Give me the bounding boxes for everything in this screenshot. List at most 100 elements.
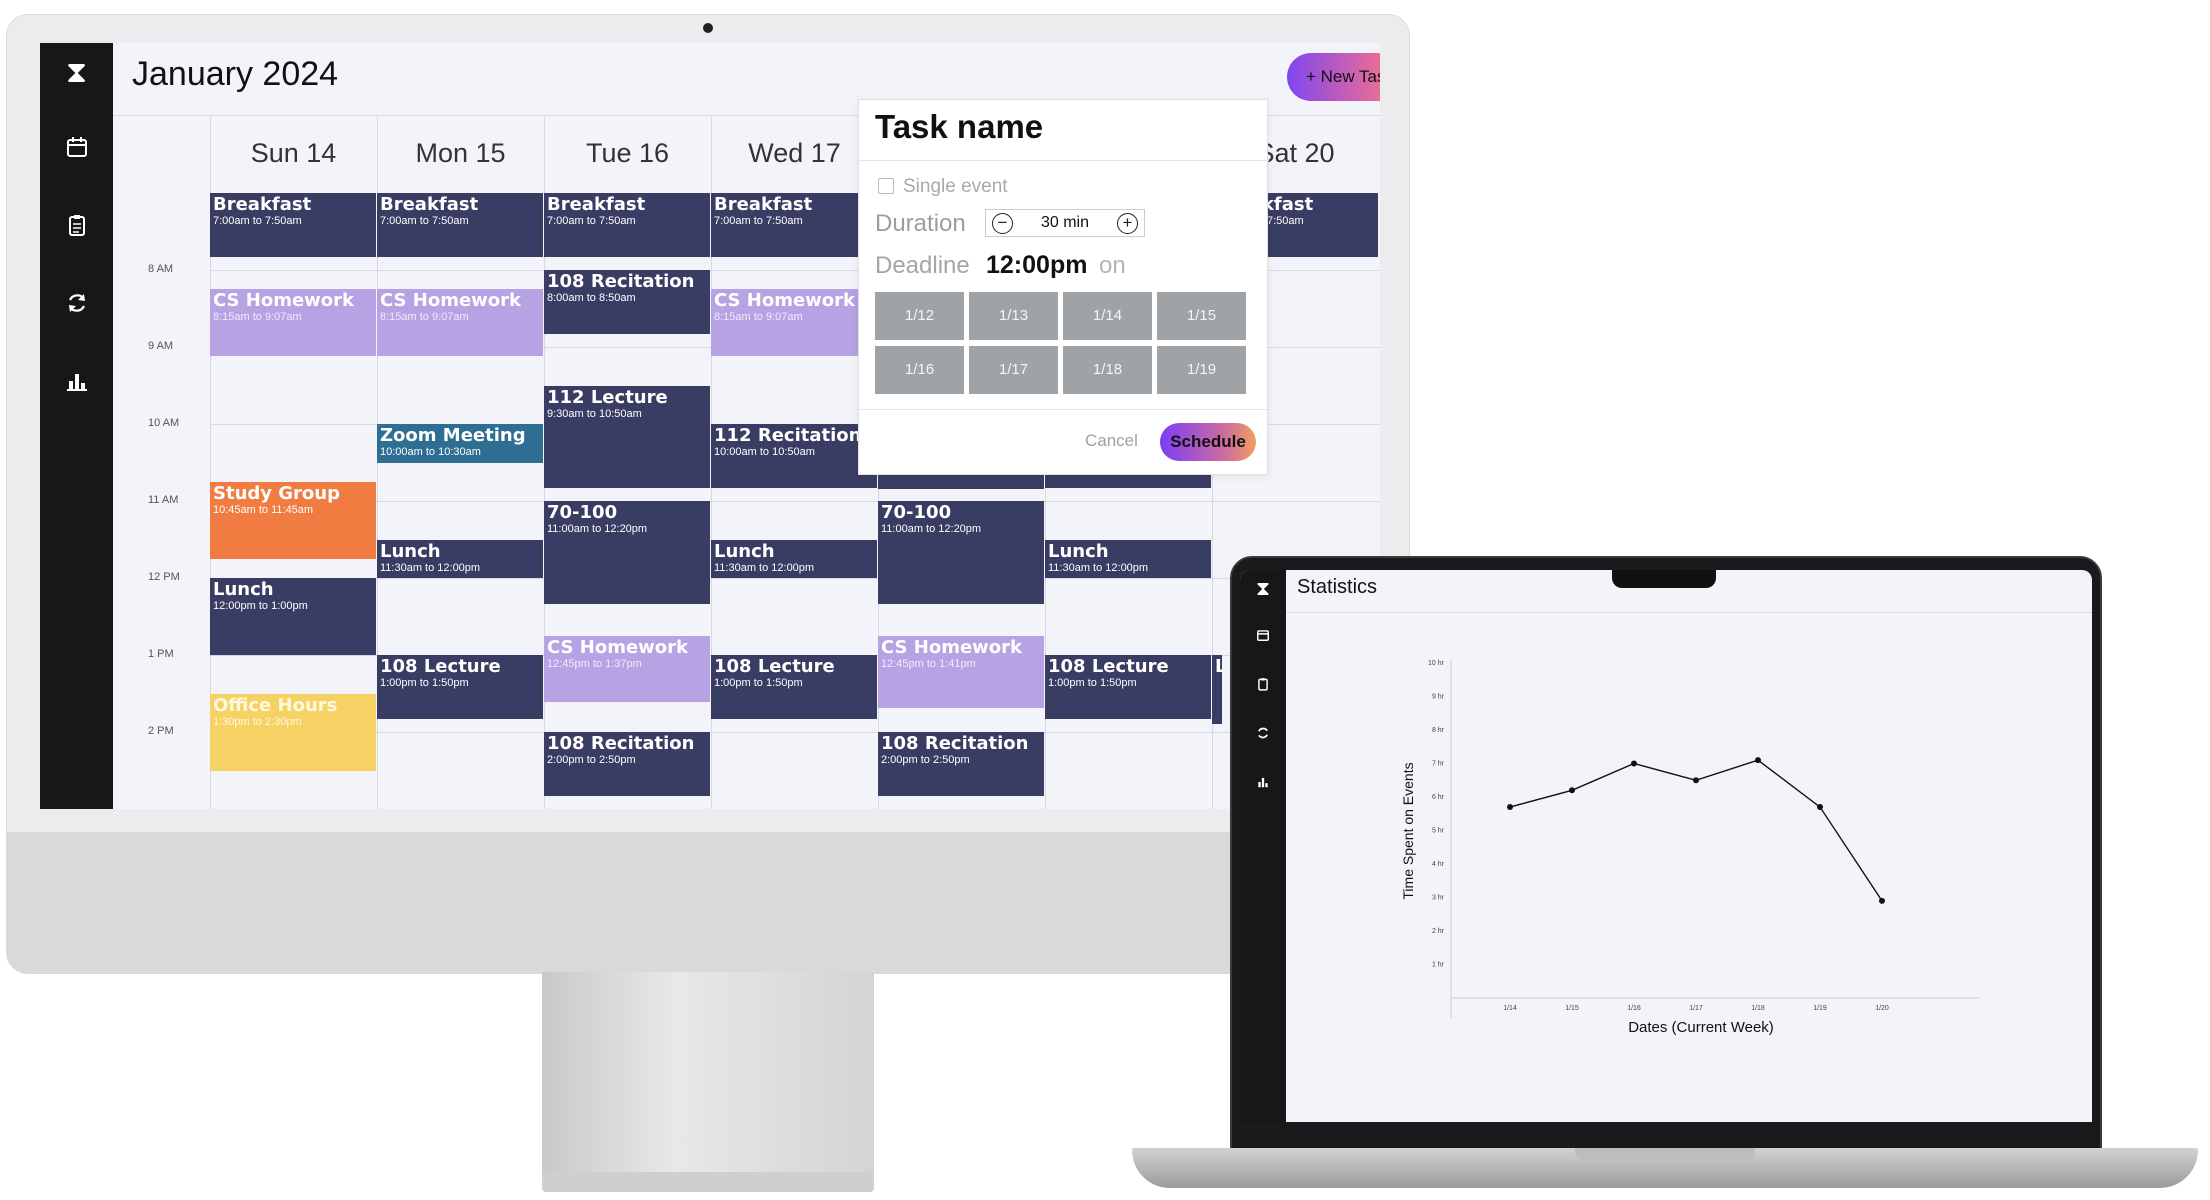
clipboard-icon[interactable]: [1240, 677, 1286, 695]
calendar-event[interactable]: Study Group 10:45am to 11:45am: [210, 481, 376, 559]
hourglass-logo-icon[interactable]: ⧗: [1255, 576, 1271, 600]
page-title: Statistics: [1297, 576, 1378, 598]
deadline-time[interactable]: 12:00pm: [986, 251, 1088, 279]
bar-chart-icon[interactable]: [1240, 775, 1286, 793]
event-time: 10:00am to 10:50am: [714, 446, 815, 458]
date-button[interactable]: 1/12: [875, 292, 964, 340]
refresh-icon[interactable]: [40, 291, 113, 321]
task-modal: Task name Single event Duration − 30 min…: [858, 99, 1269, 475]
x-tick-label: 1/18: [1751, 1005, 1765, 1012]
event-title: Breakfast: [714, 194, 813, 215]
day-header[interactable]: Sun 14: [250, 138, 337, 168]
laptop-base-notch: [1575, 1148, 1755, 1160]
calendar-event[interactable]: Lunch 12:00pm to 1:00pm: [210, 578, 376, 655]
calendar-event[interactable]: 108 Recitation 8:00am to 8:50am: [544, 270, 710, 335]
single-event-checkbox[interactable]: [878, 178, 894, 194]
date-button[interactable]: 1/17: [969, 346, 1058, 394]
calendar-event[interactable]: 108 Recitation 2:00pm to 2:50pm: [878, 732, 1044, 797]
data-point: [1879, 897, 1885, 904]
calendar-event[interactable]: CS Homework 8:15am to 9:07am: [210, 289, 376, 356]
bar-chart-icon[interactable]: [40, 369, 113, 399]
calendar-event[interactable]: 108 Lecture 1:00pm to 1:50pm: [711, 655, 877, 720]
event-title: 108 Lecture: [714, 656, 835, 677]
hour-label: 8 AM: [148, 263, 174, 275]
modal-divider: [859, 409, 1269, 410]
date-button[interactable]: 1/16: [875, 346, 964, 394]
event-time: 8:15am to 9:07am: [714, 311, 803, 324]
schedule-button[interactable]: Schedule: [1160, 423, 1256, 461]
calendar-event[interactable]: L: [1212, 655, 1222, 725]
y-tick-label: 5 hr: [1432, 828, 1445, 835]
new-task-button[interactable]: + New Task: [1287, 53, 1380, 101]
event-title: Study Group: [213, 482, 340, 504]
calendar-event[interactable]: Breakfast 7:00am to 7:50am: [377, 193, 543, 258]
calendar-event[interactable]: 70-100 11:00am to 12:20pm: [878, 501, 1044, 604]
plus-icon[interactable]: +: [1117, 213, 1138, 234]
duration-value[interactable]: 30 min: [1040, 214, 1090, 231]
day-column-divider: [210, 115, 211, 809]
calendar-event[interactable]: 112 Recitation 10:00am to 10:50am: [711, 424, 877, 489]
calendar-event[interactable]: 112 Lecture 9:30am to 10:50am: [544, 385, 710, 489]
data-point: [1507, 804, 1513, 811]
calendar-event[interactable]: Breakfast 7:00am to 7:50am: [210, 193, 376, 258]
hourglass-logo-icon[interactable]: ⧗: [65, 55, 88, 90]
calendar-event[interactable]: CS Homework 8:15am to 9:07am: [377, 289, 543, 356]
cancel-button[interactable]: Cancel: [1085, 431, 1138, 450]
day-header[interactable]: Wed 17: [748, 138, 841, 168]
event-time: 8:15am to 9:07am: [213, 311, 302, 324]
x-tick-label: 1/15: [1565, 1005, 1579, 1012]
calendar-event[interactable]: 108 Lecture 1:00pm to 1:50pm: [1045, 655, 1211, 720]
calendar-event[interactable]: Breakfast 7:00am to 7:50am: [711, 193, 877, 258]
event-time: 2:00pm to 2:50pm: [881, 754, 970, 766]
date-button[interactable]: 1/14: [1063, 292, 1152, 340]
day-header[interactable]: Tue 16: [585, 138, 670, 168]
data-point: [1755, 757, 1761, 764]
calendar-icon[interactable]: [1240, 628, 1286, 646]
calendar-event[interactable]: CS Homework 12:45pm to 1:37pm: [544, 635, 710, 703]
calendar-event[interactable]: Lunch 11:30am to 12:00pm: [377, 539, 543, 578]
calendar-event[interactable]: 108 Recitation 2:00pm to 2:50pm: [544, 732, 710, 797]
calendar-icon[interactable]: [40, 135, 113, 165]
calendar-event[interactable]: Office Hours 1:30pm to 2:30pm: [210, 693, 376, 771]
x-tick-label: 1/14: [1503, 1005, 1517, 1012]
event-time: 1:00pm to 1:50pm: [714, 677, 803, 689]
date-button[interactable]: 1/18: [1063, 346, 1152, 394]
event-title: 70-100: [881, 502, 952, 523]
event-title: 108 Recitation: [547, 271, 695, 292]
event-title: CS Homework: [547, 636, 689, 658]
event-title: CS Homework: [881, 636, 1023, 658]
minus-icon[interactable]: −: [992, 213, 1013, 234]
date-button[interactable]: 1/15: [1157, 292, 1246, 340]
event-time: 11:00am to 12:20pm: [881, 523, 982, 535]
date-button[interactable]: 1/19: [1157, 346, 1246, 394]
hour-label: 12 PM: [148, 571, 180, 583]
task-name-input[interactable]: Task name: [875, 108, 1044, 145]
clipboard-icon[interactable]: [40, 213, 113, 243]
refresh-icon[interactable]: [1240, 726, 1286, 744]
time-spent-line-chart: 1 hr 2 hr 3 hr 4 hr 5 hr 6 hr 7 hr 8 hr 9 hr 10 h…: [1400, 659, 1980, 1036]
event-time: 7:00am to 7:50am: [213, 215, 302, 227]
deadline-on-label: on: [1099, 252, 1126, 279]
statistics-app: ⧗ Statistics 1 hr 2 hr 3 hr 4 hr 5 hr 6 hr 7 h…: [1240, 570, 2092, 1122]
calendar-event[interactable]: CS Homework 8:15am to 9:07am: [711, 289, 877, 356]
calendar-event[interactable]: Zoom Meeting 10:00am to 10:30am: [377, 424, 543, 463]
event-time: 10:00am to 10:30am: [380, 446, 481, 458]
event-time: 8:15am to 9:07am: [380, 311, 469, 324]
hour-line: [210, 501, 1380, 502]
calendar-event[interactable]: Lunch 11:30am to 12:00pm: [711, 539, 877, 578]
day-header[interactable]: Mon 15: [415, 138, 506, 168]
date-button[interactable]: 1/13: [969, 292, 1058, 340]
event-title: Breakfast: [213, 194, 312, 215]
calendar-event[interactable]: CS Homework 12:45pm to 1:41pm: [878, 635, 1044, 708]
calendar-event[interactable]: Lunch 11:30am to 12:00pm: [1045, 539, 1211, 578]
calendar-event[interactable]: Breakfast 7:00am to 7:50am: [544, 193, 710, 258]
y-tick-label: 9 hr: [1432, 694, 1445, 701]
day-header[interactable]: Sat 20: [1256, 138, 1335, 168]
data-point: [1693, 777, 1699, 784]
calendar-event[interactable]: 70-100 11:00am to 12:20pm: [544, 501, 710, 604]
event-title: CS Homework: [380, 290, 522, 312]
calendar-event[interactable]: 108 Lecture 1:00pm to 1:50pm: [377, 655, 543, 720]
event-title: Office Hours: [213, 694, 338, 716]
y-tick-label: 10 hr: [1428, 660, 1445, 667]
x-tick-label: 1/17: [1689, 1005, 1703, 1012]
